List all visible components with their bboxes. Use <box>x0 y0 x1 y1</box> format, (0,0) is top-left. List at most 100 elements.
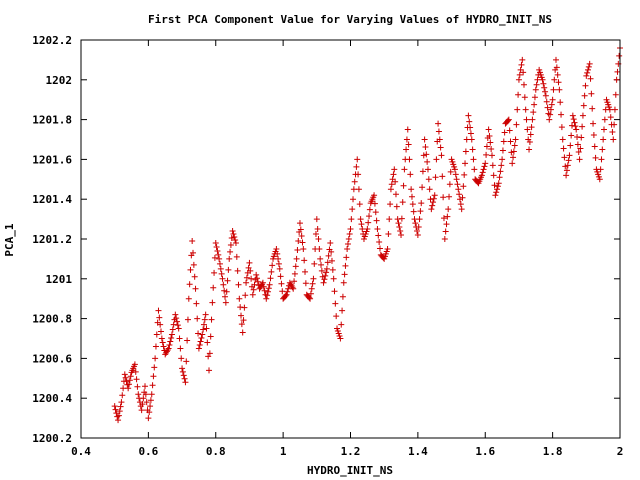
data-point <box>194 315 201 322</box>
data-point <box>338 321 345 328</box>
data-point <box>185 295 192 302</box>
data-point <box>111 403 118 410</box>
data-point <box>554 71 561 78</box>
data-point <box>293 255 300 262</box>
data-point <box>273 245 280 252</box>
data-point <box>386 216 393 223</box>
data-point <box>277 273 284 280</box>
data-point <box>543 98 550 105</box>
data-point <box>408 193 415 200</box>
data-point <box>551 76 558 83</box>
data-point <box>371 192 378 199</box>
data-point <box>323 269 330 276</box>
data-point <box>126 381 133 388</box>
data-point <box>494 183 501 190</box>
data-point <box>190 261 197 268</box>
data-point <box>522 106 529 113</box>
data-point <box>467 124 474 131</box>
data-point <box>414 232 421 239</box>
data-point <box>158 335 165 342</box>
data-point <box>365 219 372 226</box>
data-point <box>183 358 190 365</box>
data-point <box>212 239 219 246</box>
data-point <box>150 373 157 380</box>
y-axis-label: PCA_1 <box>3 223 16 256</box>
data-point <box>217 265 224 272</box>
data-point <box>323 265 330 272</box>
data-point <box>388 181 395 188</box>
data-point <box>592 154 599 161</box>
data-point <box>393 203 400 210</box>
data-point <box>406 156 413 163</box>
data-point <box>371 200 378 207</box>
data-point <box>253 271 260 278</box>
data-point <box>263 295 270 302</box>
data-point <box>174 318 181 325</box>
data-point <box>505 116 512 123</box>
data-point <box>412 220 419 227</box>
data-point <box>189 237 196 244</box>
data-point <box>311 260 318 267</box>
data-point <box>585 63 592 70</box>
data-point <box>531 94 538 101</box>
data-point <box>446 181 453 188</box>
data-point <box>411 216 418 223</box>
data-point <box>232 236 239 243</box>
data-point <box>419 184 426 191</box>
data-point <box>566 152 573 159</box>
data-point <box>155 307 162 314</box>
data-point <box>565 157 572 164</box>
data-point <box>558 111 565 118</box>
data-point <box>510 154 517 161</box>
data-point <box>266 281 273 288</box>
data-point <box>207 333 214 340</box>
data-point <box>345 236 352 242</box>
data-point <box>206 367 213 374</box>
data-point <box>499 147 506 154</box>
data-point <box>396 224 403 231</box>
data-point <box>507 138 514 145</box>
data-point <box>441 236 448 242</box>
data-point <box>312 231 319 238</box>
data-point <box>499 156 506 163</box>
data-point <box>300 245 307 252</box>
data-point <box>216 255 223 262</box>
data-point <box>460 183 467 190</box>
data-point <box>579 112 586 119</box>
data-point <box>195 330 202 337</box>
data-point <box>324 259 331 266</box>
data-point <box>112 406 119 413</box>
data-point <box>588 90 595 97</box>
data-point <box>216 260 223 267</box>
data-point <box>354 156 361 163</box>
data-point <box>168 335 175 342</box>
data-point <box>168 331 175 338</box>
data-point <box>191 273 198 280</box>
data-point <box>195 345 202 352</box>
x-tick-label: 1.4 <box>408 445 428 458</box>
data-point <box>515 76 522 83</box>
data-point <box>276 265 283 272</box>
data-point <box>447 168 454 175</box>
data-point <box>182 379 189 386</box>
data-point <box>254 278 261 285</box>
axis-ticks: 1200.2 1200.4 1200.6 1200.8 1201 1201.2 1201.4… <box>32 34 623 458</box>
data-point <box>282 292 289 299</box>
data-point <box>243 279 250 286</box>
data-point <box>333 313 340 320</box>
data-point <box>510 148 517 155</box>
data-point <box>264 288 271 295</box>
x-tick-label: 0.8 <box>206 445 226 458</box>
data-point <box>387 201 394 208</box>
data-point <box>176 335 183 342</box>
data-point <box>432 174 439 181</box>
data-point <box>203 325 210 332</box>
data-point <box>213 243 220 250</box>
data-point <box>283 291 290 298</box>
data-point <box>612 91 619 98</box>
data-point <box>425 176 432 183</box>
data-point <box>206 350 213 357</box>
data-point <box>260 283 267 290</box>
data-point <box>453 176 460 183</box>
data-point <box>347 226 354 233</box>
